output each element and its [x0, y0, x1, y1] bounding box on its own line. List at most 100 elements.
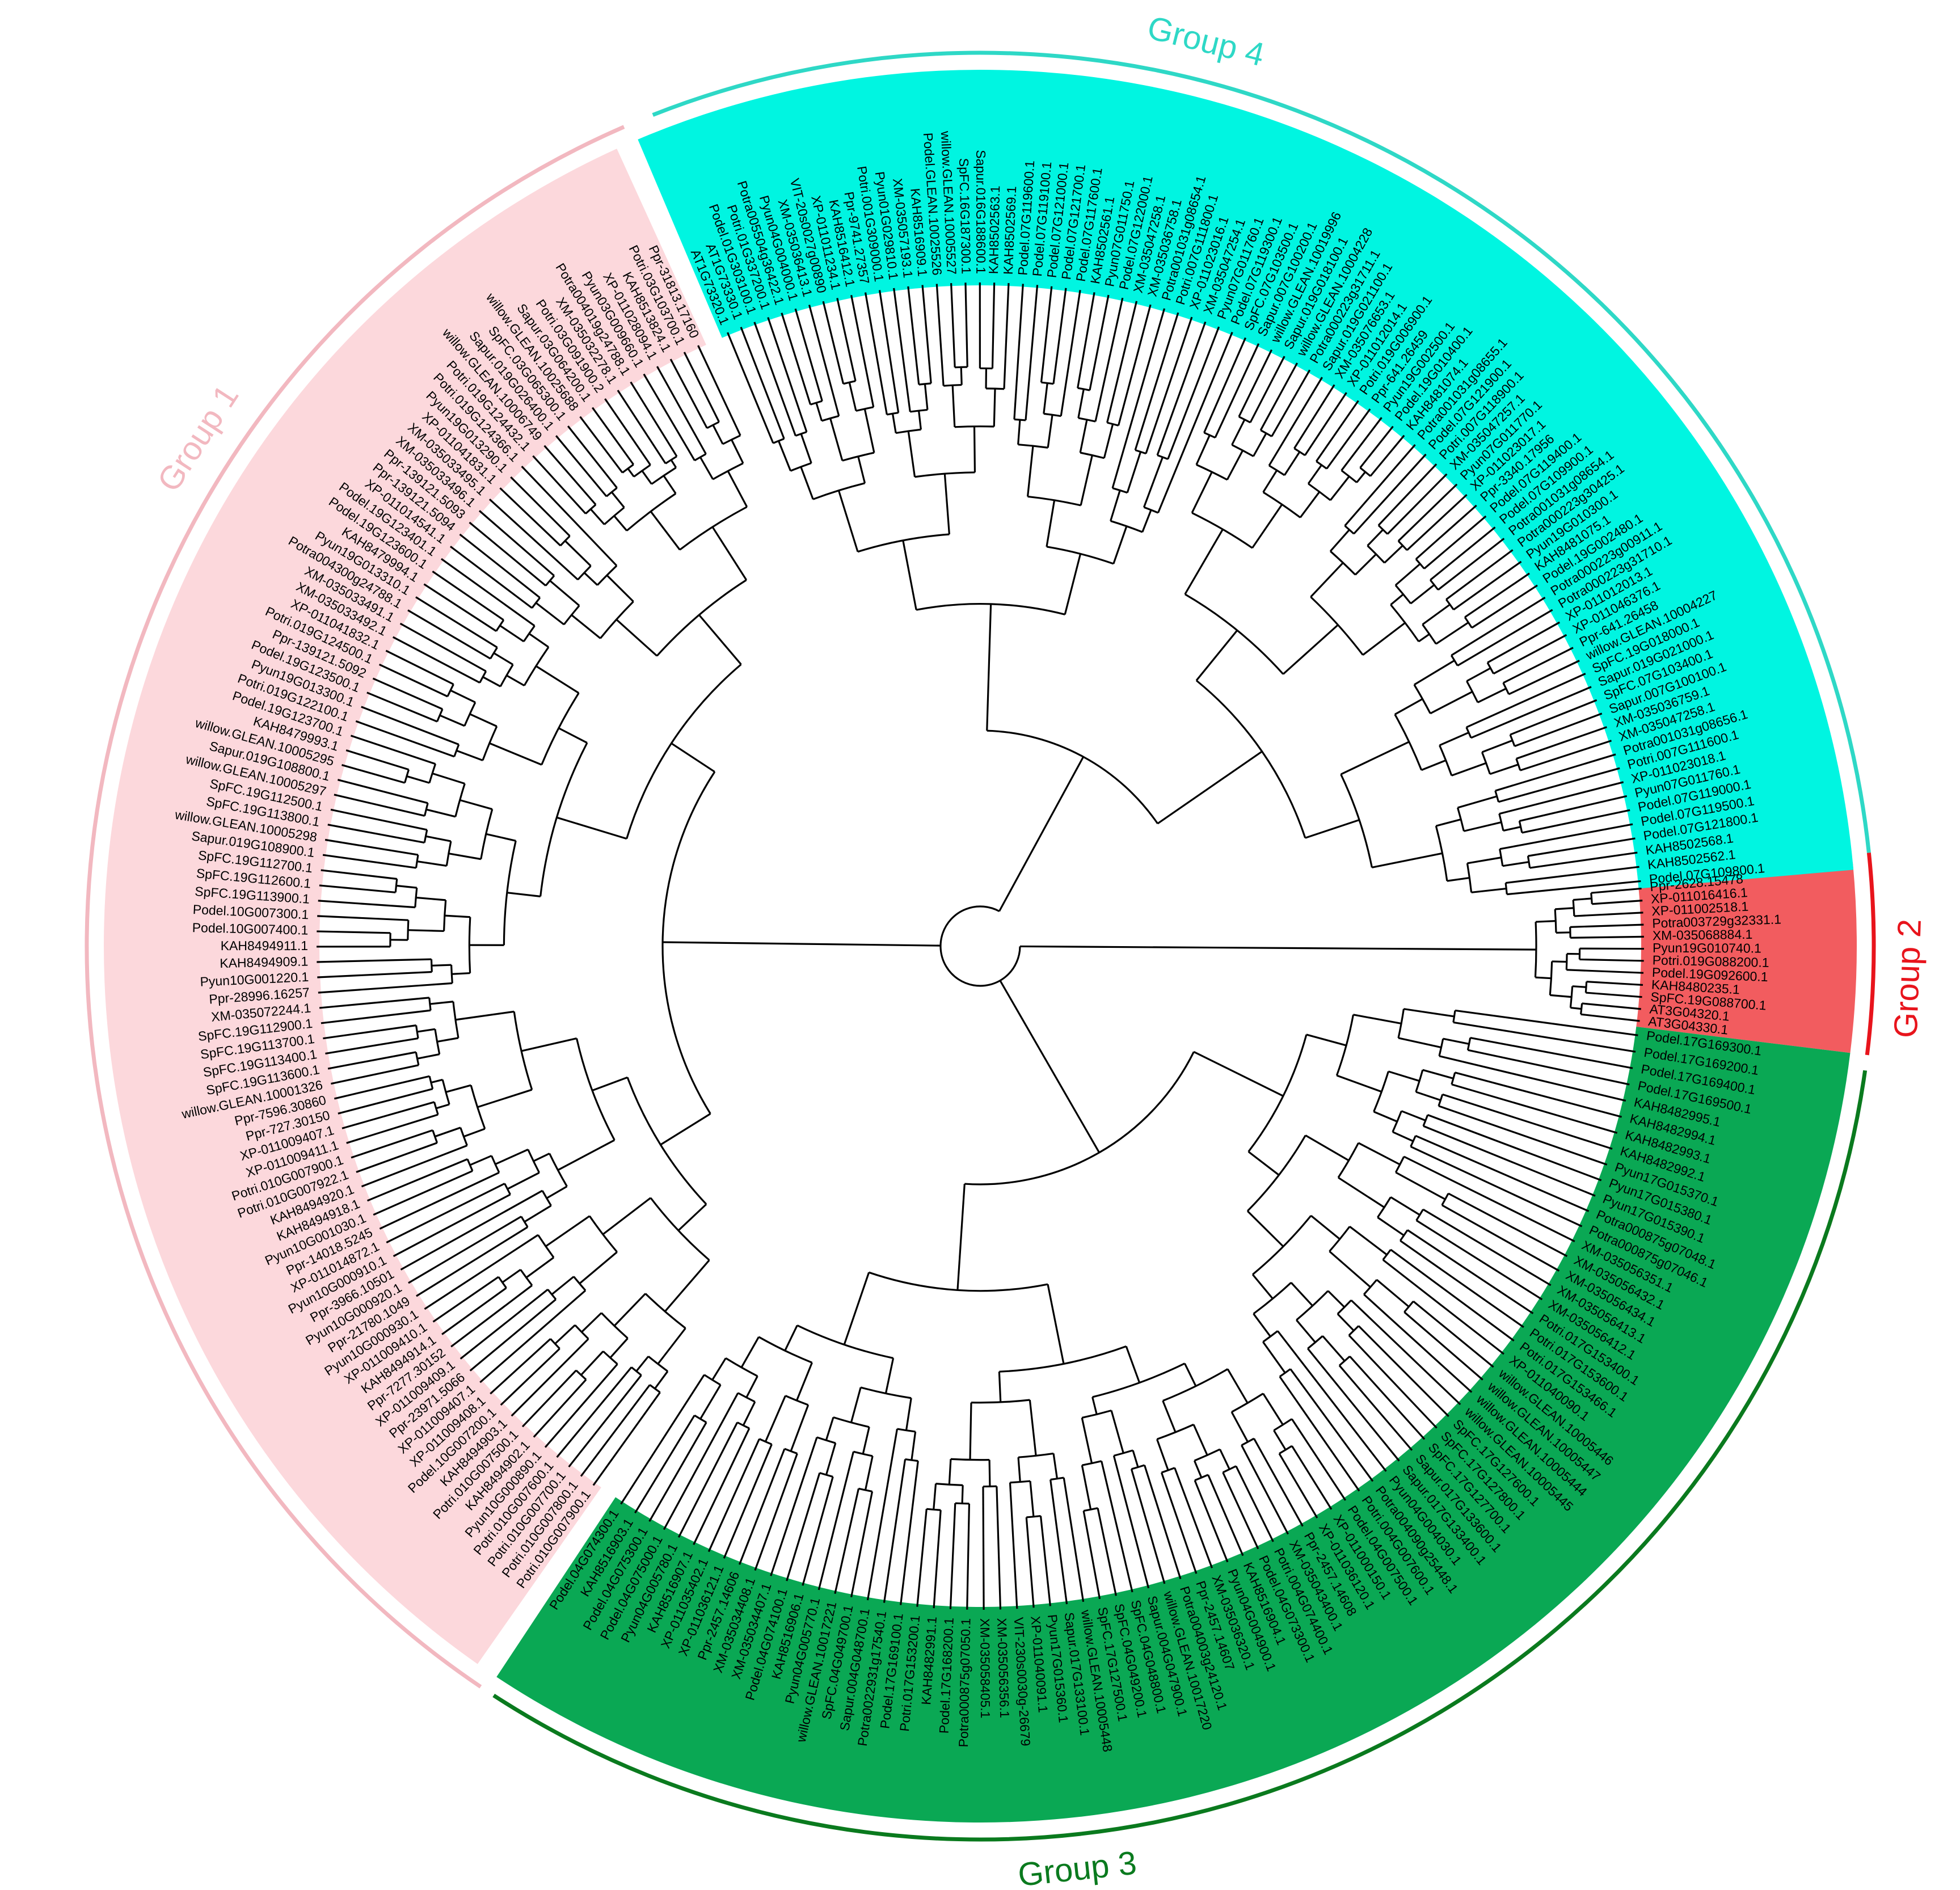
branch-segment	[1377, 1216, 1405, 1237]
branch-segment	[1145, 317, 1193, 454]
branch-arc	[1223, 1465, 1237, 1474]
branch-segment	[1111, 308, 1166, 489]
branch-segment	[528, 632, 549, 648]
branch-segment	[469, 521, 546, 587]
branch-segment	[546, 1186, 568, 1199]
branch-segment	[488, 498, 579, 581]
branch-segment	[1219, 1449, 1230, 1470]
branch-segment	[1338, 1176, 1385, 1208]
branch-segment	[1400, 1239, 1524, 1328]
branch-segment	[794, 308, 823, 402]
branch-segment	[1052, 1453, 1059, 1479]
branch-segment	[1329, 1250, 1371, 1288]
branch-segment	[556, 1366, 633, 1458]
branch-segment	[1017, 419, 1021, 445]
branch-segment	[1307, 1348, 1400, 1462]
branch-segment	[366, 1158, 468, 1202]
branch-segment	[1043, 383, 1048, 414]
branch-segment	[1097, 1508, 1117, 1596]
branch-arc	[454, 783, 466, 817]
branch-segment	[1415, 1091, 1441, 1102]
branch-arc	[1246, 1134, 1306, 1212]
branch-segment	[1430, 691, 1473, 715]
branch-segment	[1435, 818, 1461, 827]
branch-segment	[848, 382, 857, 411]
branch-segment	[323, 1024, 416, 1040]
branch-segment	[1471, 584, 1538, 629]
branch-segment	[571, 614, 601, 639]
branch-segment	[641, 470, 652, 485]
branch-arc	[1466, 1037, 1472, 1051]
g3-label: Group 3	[1016, 1845, 1138, 1890]
branch-segment	[1394, 563, 1421, 586]
branch-segment	[469, 713, 498, 727]
branch-segment	[1363, 1293, 1473, 1393]
branch-segment	[669, 358, 708, 429]
branch-arc	[430, 959, 433, 972]
branch-segment	[1390, 1248, 1515, 1341]
branch-segment	[536, 665, 580, 694]
branch-segment	[1457, 795, 1498, 809]
branch-segment	[1025, 285, 1039, 421]
branch-segment	[379, 1171, 500, 1230]
branch-segment	[837, 490, 859, 552]
branch-arc	[1308, 483, 1331, 501]
branch-segment	[1508, 660, 1580, 695]
branch-segment	[448, 853, 482, 860]
branch-segment	[317, 930, 391, 934]
branch-segment	[1025, 1517, 1035, 1608]
tip-label: Pyun19G010740.1	[1653, 940, 1761, 956]
branch-segment	[986, 604, 992, 731]
branch-segment	[1064, 553, 1082, 615]
branch-segment	[613, 1293, 646, 1327]
branch-segment	[441, 558, 536, 627]
branch-arc	[470, 1085, 486, 1129]
branch-segment	[1125, 1345, 1141, 1383]
branch-segment	[355, 720, 455, 758]
branch-segment	[372, 677, 443, 710]
branch-segment	[551, 1276, 575, 1296]
branch-segment	[533, 1379, 587, 1438]
branch-arc	[394, 879, 398, 893]
branch-segment	[1081, 1418, 1093, 1464]
branch-segment	[916, 1509, 928, 1607]
branch-segment	[829, 418, 844, 461]
branch-segment	[1401, 1110, 1426, 1121]
branch-arc	[843, 380, 856, 385]
branch-segment	[738, 1448, 786, 1565]
branch-segment	[345, 749, 409, 771]
branch-segment	[1326, 408, 1371, 470]
branch-arc	[523, 646, 550, 686]
branch-segment	[444, 914, 470, 918]
branch-segment	[1451, 597, 1546, 656]
root-branch	[663, 941, 941, 947]
branch-segment	[1507, 880, 1641, 896]
branch-segment	[1132, 1450, 1139, 1467]
branch-segment	[544, 1363, 618, 1448]
g3-ring	[492, 1070, 1868, 1842]
branch-segment	[416, 860, 447, 867]
branch-segment	[324, 838, 419, 856]
tip-label: XM-035068884.1	[1653, 927, 1753, 943]
branch-segment	[521, 466, 618, 567]
branch-arc	[1273, 1418, 1293, 1432]
branch-segment	[753, 322, 796, 436]
branch-segment	[767, 317, 808, 432]
branch-segment	[778, 440, 792, 471]
branch-segment	[450, 546, 533, 609]
branch-segment	[1110, 490, 1121, 521]
branch-segment	[1052, 288, 1067, 384]
branch-segment	[960, 367, 963, 385]
branch-segment	[1586, 992, 1642, 998]
branch-segment	[781, 313, 812, 405]
branch-segment	[800, 466, 814, 500]
branch-segment	[677, 1203, 707, 1231]
branch-segment	[664, 1259, 710, 1313]
root-branch	[999, 980, 1101, 1153]
branch-segment	[425, 808, 456, 818]
branch-arc	[1441, 1193, 1449, 1206]
branch-arc	[1293, 448, 1306, 457]
branch-segment	[1195, 630, 1238, 681]
branch-segment	[432, 772, 465, 785]
branch-segment	[1047, 415, 1053, 448]
